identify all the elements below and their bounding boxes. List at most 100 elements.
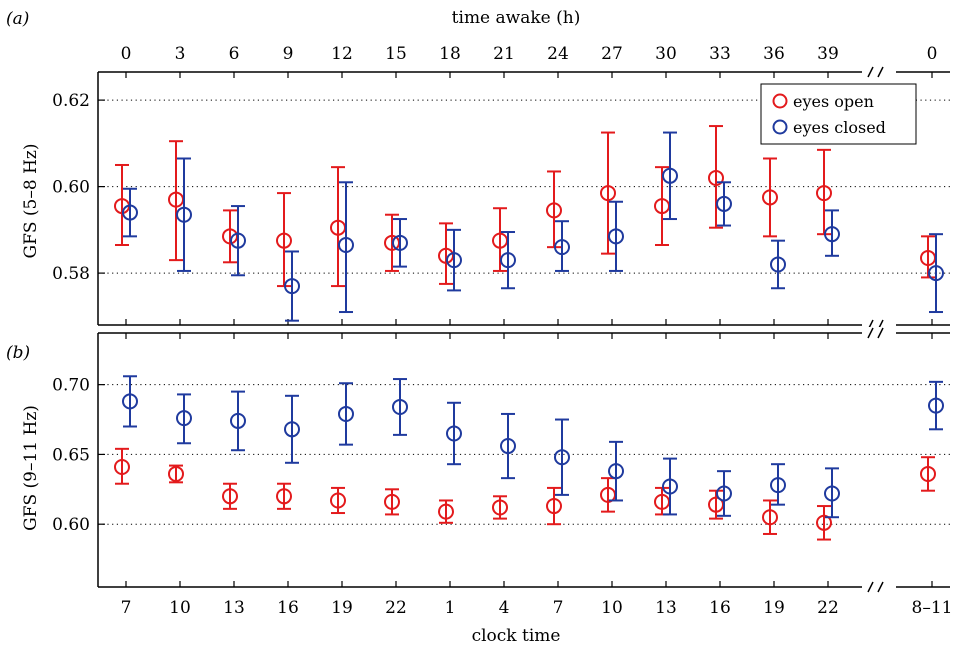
point-eyes-open bbox=[384, 493, 400, 510]
point-eyes-closed bbox=[928, 397, 944, 414]
point-eyes-closed bbox=[770, 477, 786, 494]
panel-label-a: (a) bbox=[6, 9, 29, 29]
bottom-tick-label: 7 bbox=[121, 598, 132, 618]
top-tick-label: 30 bbox=[655, 44, 677, 64]
axis-break-mark bbox=[867, 327, 874, 339]
point-eyes-closed bbox=[230, 232, 246, 249]
top-tick-label: 27 bbox=[601, 44, 623, 64]
axis-break-gap bbox=[862, 581, 896, 593]
point-eyes-open bbox=[600, 185, 616, 202]
axis-break-mark bbox=[877, 66, 884, 78]
chart-marks: 0.580.600.620 3 6 9 12 15 18 21 24 27 30 33 36 39 00.6… bbox=[52, 44, 952, 618]
top-tick-label: 0 bbox=[927, 44, 938, 64]
point-eyes-open bbox=[168, 465, 184, 482]
bottom-tick-label: 13 bbox=[655, 598, 677, 618]
point-eyes-open bbox=[920, 465, 936, 482]
point-eyes-open bbox=[816, 514, 832, 531]
bottom-tick-label: 19 bbox=[331, 598, 353, 618]
legend-marker-eyes-open bbox=[772, 93, 788, 109]
y-tick-label: 0.60 bbox=[52, 178, 90, 198]
point-eyes-open bbox=[438, 503, 454, 520]
top-tick-label: 6 bbox=[229, 44, 240, 64]
point-eyes-closed bbox=[230, 412, 246, 429]
bottom-tick-label: 19 bbox=[763, 598, 785, 618]
point-eyes-closed bbox=[338, 405, 354, 422]
bottom-tick-label: 16 bbox=[277, 598, 299, 618]
point-eyes-open bbox=[546, 202, 562, 219]
point-eyes-open bbox=[330, 492, 346, 509]
top-tick-label: 33 bbox=[709, 44, 731, 64]
point-eyes-closed bbox=[608, 228, 624, 245]
point-eyes-closed bbox=[122, 204, 138, 221]
top-tick-label: 12 bbox=[331, 44, 353, 64]
y-tick-label: 0.70 bbox=[52, 376, 90, 396]
y-axis-title-b: GFS (9–11 Hz) bbox=[21, 405, 41, 531]
bottom-tick-label: 10 bbox=[169, 598, 191, 618]
point-eyes-closed bbox=[824, 226, 840, 243]
y-axis-title-a: GFS (5–8 Hz) bbox=[21, 143, 41, 258]
point-eyes-closed bbox=[338, 236, 354, 253]
point-eyes-open bbox=[546, 498, 562, 515]
point-eyes-closed bbox=[284, 421, 300, 438]
point-eyes-closed bbox=[662, 478, 678, 495]
legend-label-eyes-open: eyes open bbox=[793, 92, 874, 111]
point-eyes-closed bbox=[176, 410, 192, 427]
axis-break-mark bbox=[877, 581, 884, 593]
axis-break-mark bbox=[867, 581, 874, 593]
point-eyes-open bbox=[222, 488, 238, 505]
y-tick-label: 0.58 bbox=[52, 264, 90, 284]
bottom-tick-label: 16 bbox=[709, 598, 731, 618]
point-eyes-open bbox=[276, 232, 292, 249]
y-tick-label: 0.62 bbox=[52, 91, 90, 111]
bottom-tick-label: 10 bbox=[601, 598, 623, 618]
bottom-tick-label: 8–11 bbox=[912, 598, 953, 618]
bottom-tick-label: 22 bbox=[385, 598, 407, 618]
top-axis-title: time awake (h) bbox=[452, 8, 581, 28]
top-tick-label: 3 bbox=[175, 44, 186, 64]
legend-marker-eyes-closed bbox=[772, 119, 788, 135]
point-eyes-closed bbox=[176, 206, 192, 223]
point-eyes-closed bbox=[928, 265, 944, 282]
legend-label-eyes-closed: eyes closed bbox=[793, 118, 886, 137]
point-eyes-closed bbox=[608, 463, 624, 480]
point-eyes-open bbox=[492, 499, 508, 516]
bottom-tick-label: 1 bbox=[445, 598, 456, 618]
legend: eyes open eyes closed bbox=[760, 83, 917, 145]
point-eyes-closed bbox=[554, 449, 570, 466]
point-eyes-closed bbox=[446, 425, 462, 442]
point-eyes-closed bbox=[500, 438, 516, 455]
point-eyes-closed bbox=[716, 485, 732, 502]
top-tick-label: 24 bbox=[547, 44, 569, 64]
bottom-tick-label: 7 bbox=[553, 598, 564, 618]
top-tick-label: 18 bbox=[439, 44, 461, 64]
top-tick-label: 15 bbox=[385, 44, 407, 64]
point-eyes-closed bbox=[770, 256, 786, 273]
axis-break-mark bbox=[867, 66, 874, 78]
bottom-tick-label: 22 bbox=[817, 598, 839, 618]
top-tick-label: 36 bbox=[763, 44, 785, 64]
point-eyes-closed bbox=[716, 195, 732, 212]
point-eyes-closed bbox=[392, 234, 408, 251]
point-eyes-closed bbox=[446, 252, 462, 269]
point-eyes-open bbox=[114, 458, 130, 475]
y-tick-label: 0.60 bbox=[52, 515, 90, 535]
point-eyes-closed bbox=[662, 167, 678, 184]
axis-break-mark bbox=[877, 327, 884, 339]
point-eyes-open bbox=[708, 169, 724, 186]
point-eyes-closed bbox=[554, 239, 570, 256]
point-eyes-open bbox=[762, 509, 778, 526]
axis-break-gap bbox=[862, 327, 896, 339]
top-tick-label: 21 bbox=[493, 44, 515, 64]
panel-label-b: (b) bbox=[6, 343, 30, 363]
point-eyes-closed bbox=[824, 485, 840, 502]
top-tick-label: 9 bbox=[283, 44, 294, 64]
point-eyes-closed bbox=[500, 252, 516, 269]
point-eyes-closed bbox=[122, 393, 138, 410]
bottom-tick-label: 13 bbox=[223, 598, 245, 618]
point-eyes-closed bbox=[392, 398, 408, 415]
point-eyes-open bbox=[762, 189, 778, 206]
top-tick-label: 0 bbox=[121, 44, 132, 64]
point-eyes-open bbox=[276, 488, 292, 505]
axis-break-gap bbox=[862, 66, 896, 78]
